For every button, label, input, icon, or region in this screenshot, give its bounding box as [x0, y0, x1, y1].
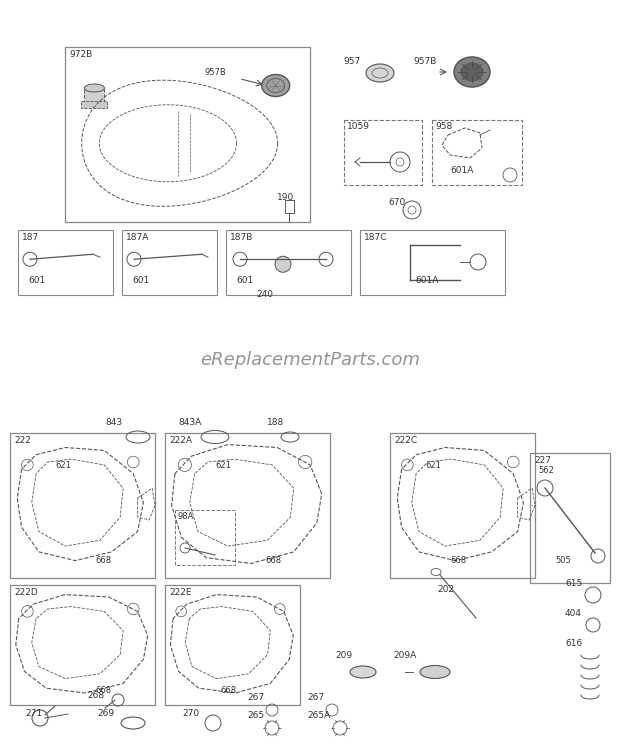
Text: 668: 668: [95, 556, 111, 565]
Bar: [81, 101, 107, 108]
Bar: [18, 230, 113, 295]
Text: 621: 621: [215, 461, 231, 470]
Bar: [65, 47, 310, 222]
Text: 269: 269: [97, 709, 114, 718]
Text: 404: 404: [565, 609, 582, 618]
Text: 222E: 222E: [169, 588, 192, 597]
Text: 601A: 601A: [450, 166, 474, 175]
Bar: [344, 120, 422, 185]
Text: 268: 268: [87, 691, 104, 700]
Text: 222: 222: [14, 436, 31, 445]
Text: 615: 615: [565, 579, 582, 588]
Text: 958: 958: [435, 122, 452, 131]
Ellipse shape: [262, 74, 290, 97]
Text: 1059: 1059: [347, 122, 370, 131]
Text: 601: 601: [236, 276, 253, 285]
Text: 98A: 98A: [178, 512, 195, 521]
Bar: [175, 510, 235, 565]
Bar: [84, 88, 104, 104]
Text: 265: 265: [247, 711, 264, 720]
Text: 668: 668: [95, 686, 111, 695]
Text: 621: 621: [425, 461, 441, 470]
Text: 265A: 265A: [307, 711, 330, 720]
Text: 187B: 187B: [230, 233, 254, 242]
Bar: [165, 585, 300, 705]
Text: 209: 209: [335, 651, 352, 660]
Text: 222A: 222A: [169, 436, 192, 445]
Bar: [122, 230, 217, 295]
Text: eReplacementParts.com: eReplacementParts.com: [200, 351, 420, 369]
Text: 601A: 601A: [415, 276, 438, 285]
Bar: [432, 120, 522, 185]
Text: 843: 843: [105, 418, 122, 427]
Text: 621: 621: [55, 461, 71, 470]
Text: 190: 190: [277, 193, 294, 202]
Text: 187A: 187A: [126, 233, 149, 242]
Text: 668: 668: [220, 686, 236, 695]
Text: 271: 271: [25, 709, 42, 718]
Bar: [10, 433, 155, 578]
Text: 188: 188: [267, 418, 284, 427]
Ellipse shape: [461, 63, 483, 81]
Text: 601: 601: [28, 276, 45, 285]
Text: 227: 227: [534, 456, 551, 465]
Text: 562: 562: [538, 466, 554, 475]
Bar: [530, 453, 610, 583]
Text: 222D: 222D: [14, 588, 38, 597]
Text: 957: 957: [343, 57, 360, 66]
Text: 670: 670: [388, 198, 405, 207]
Circle shape: [275, 256, 291, 272]
Text: 957B: 957B: [205, 68, 226, 77]
Text: 616: 616: [565, 639, 582, 648]
Text: 187: 187: [22, 233, 39, 242]
Text: 843A: 843A: [178, 418, 202, 427]
Text: 267: 267: [307, 693, 324, 702]
Text: 972B: 972B: [69, 50, 92, 59]
Text: 270: 270: [182, 709, 199, 718]
Text: 957B: 957B: [413, 57, 436, 66]
Text: 222C: 222C: [394, 436, 417, 445]
Bar: [390, 433, 535, 578]
Text: 187C: 187C: [364, 233, 388, 242]
Ellipse shape: [350, 666, 376, 678]
Text: 601: 601: [132, 276, 149, 285]
Ellipse shape: [454, 57, 490, 87]
Bar: [226, 230, 351, 295]
Ellipse shape: [420, 665, 450, 679]
Ellipse shape: [84, 84, 104, 92]
Ellipse shape: [366, 64, 394, 82]
Bar: [285, 200, 294, 213]
Text: 202: 202: [437, 585, 454, 594]
Text: 240: 240: [256, 290, 273, 299]
Bar: [360, 230, 505, 295]
Text: 209A: 209A: [393, 651, 416, 660]
Text: 668: 668: [265, 556, 281, 565]
Bar: [10, 585, 155, 705]
Bar: [165, 433, 330, 578]
Text: 267: 267: [247, 693, 264, 702]
Text: 668: 668: [450, 556, 466, 565]
Text: 505: 505: [555, 556, 571, 565]
